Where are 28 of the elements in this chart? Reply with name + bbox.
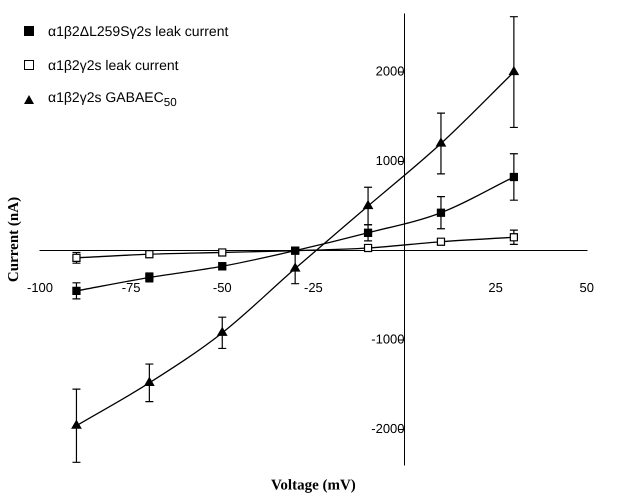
legend-label: α1β2γ2s leak current [48, 57, 179, 73]
point [217, 327, 228, 336]
point [72, 420, 82, 429]
point [364, 228, 372, 237]
y-axis-title: Current (nA) [6, 196, 22, 282]
point [363, 200, 373, 210]
point [510, 233, 518, 242]
y-tick-label: 1000 [376, 152, 405, 168]
x-tick-label: -25 [304, 280, 323, 296]
point [218, 248, 226, 257]
point [72, 286, 81, 295]
x-tick-label: -75 [122, 280, 141, 296]
point [144, 377, 154, 386]
point [436, 208, 446, 217]
point [364, 244, 372, 252]
legend-label: α1β2γ2s GABAEC$_{50}$ [48, 89, 177, 109]
x-tick-label: -100 [26, 280, 54, 296]
point [510, 172, 518, 182]
x-tick-label: -50 [212, 280, 232, 296]
x-axis-title: Voltage (mV) [270, 477, 356, 494]
y-tick-label: -2000 [371, 420, 405, 436]
legend-label: α1β2ΔL259Sγ2s leak current [48, 23, 228, 39]
x-tick-label: 50 [580, 280, 594, 296]
y-tick-label: 2000 [376, 64, 405, 79]
point [290, 262, 300, 272]
point [436, 138, 446, 147]
y-tick-label: -1000 [371, 332, 405, 347]
x-tick-label: 25 [488, 280, 503, 296]
